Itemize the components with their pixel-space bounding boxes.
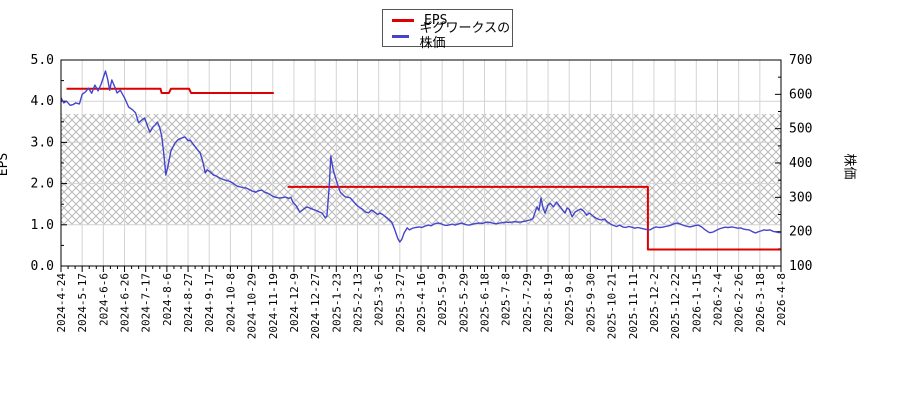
svg-text:400: 400 xyxy=(789,156,812,171)
svg-text:2025-12-2: 2025-12-2 xyxy=(648,273,661,333)
svg-text:2.0: 2.0 xyxy=(31,177,54,192)
svg-text:1.0: 1.0 xyxy=(31,218,54,233)
svg-text:4.0: 4.0 xyxy=(31,94,54,109)
legend-label-eps: EPS xyxy=(424,12,448,28)
svg-text:200: 200 xyxy=(789,225,812,240)
svg-text:2025-7-8: 2025-7-8 xyxy=(500,273,513,326)
svg-text:2024-10-29: 2024-10-29 xyxy=(246,273,259,339)
svg-text:2025-2-13: 2025-2-13 xyxy=(351,273,364,333)
legend-label-stock: ギグワークスの株価 xyxy=(419,21,511,51)
svg-text:2025-6-18: 2025-6-18 xyxy=(479,273,492,333)
legend: EPS ギグワークスの株価 xyxy=(382,9,513,51)
svg-text:2024-12-9: 2024-12-9 xyxy=(288,273,301,333)
svg-text:2024-8-6: 2024-8-6 xyxy=(161,273,174,326)
svg-text:700: 700 xyxy=(789,53,812,68)
svg-text:600: 600 xyxy=(789,87,812,102)
svg-text:2026-1-15: 2026-1-15 xyxy=(690,273,703,333)
svg-text:2025-5-29: 2025-5-29 xyxy=(457,273,470,333)
legend-item-eps: EPS xyxy=(383,13,512,28)
svg-text:2025-3-6: 2025-3-6 xyxy=(373,273,386,326)
left-axis-title: EPS xyxy=(0,152,12,177)
svg-text:2025-10-21: 2025-10-21 xyxy=(606,273,619,339)
svg-text:2024-11-19: 2024-11-19 xyxy=(267,273,280,339)
svg-text:2025-8-19: 2025-8-19 xyxy=(542,273,555,333)
svg-text:300: 300 xyxy=(789,190,812,205)
svg-text:2025-4-16: 2025-4-16 xyxy=(415,273,428,333)
svg-text:2024-9-17: 2024-9-17 xyxy=(203,273,216,333)
svg-text:2025-3-27: 2025-3-27 xyxy=(394,273,407,333)
eps-line-swatch xyxy=(392,18,414,22)
svg-text:0.0: 0.0 xyxy=(31,259,54,274)
svg-text:2024-10-8: 2024-10-8 xyxy=(224,273,237,333)
svg-text:5.0: 5.0 xyxy=(31,53,54,68)
svg-text:2026-3-18: 2026-3-18 xyxy=(754,273,767,333)
svg-text:2024-6-26: 2024-6-26 xyxy=(119,273,132,333)
svg-text:2026-2-4: 2026-2-4 xyxy=(711,273,724,326)
svg-text:2024-7-17: 2024-7-17 xyxy=(140,273,153,333)
svg-text:100: 100 xyxy=(789,259,812,274)
svg-text:2024-4-24: 2024-4-24 xyxy=(55,273,68,333)
svg-text:2025-12-22: 2025-12-22 xyxy=(669,273,682,339)
svg-text:2025-9-8: 2025-9-8 xyxy=(563,273,576,326)
svg-text:2025-5-9: 2025-5-9 xyxy=(436,273,449,326)
svg-text:2024-8-27: 2024-8-27 xyxy=(182,273,195,333)
svg-text:2025-7-29: 2025-7-29 xyxy=(521,273,534,333)
svg-text:2025-11-11: 2025-11-11 xyxy=(627,273,640,339)
svg-text:2026-2-26: 2026-2-26 xyxy=(733,273,746,333)
svg-text:2024-12-27: 2024-12-27 xyxy=(309,273,322,339)
svg-text:2025-9-30: 2025-9-30 xyxy=(584,273,597,333)
right-axis-title: 株価 xyxy=(841,153,857,180)
stock-line-swatch xyxy=(392,34,410,38)
svg-text:2024-6-6: 2024-6-6 xyxy=(97,273,110,326)
svg-text:2024-5-17: 2024-5-17 xyxy=(76,273,89,333)
svg-text:2025-1-23: 2025-1-23 xyxy=(330,273,343,333)
svg-text:2026-4-8: 2026-4-8 xyxy=(775,273,788,326)
svg-text:500: 500 xyxy=(789,122,812,137)
svg-text:3.0: 3.0 xyxy=(31,135,54,150)
legend-item-stock: ギグワークスの株価 xyxy=(383,21,512,51)
